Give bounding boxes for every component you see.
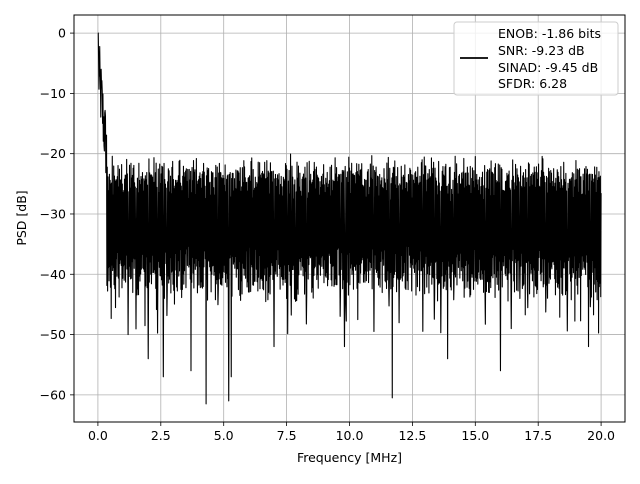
y-tick-label: −10 [40,86,66,101]
x-tick-label: 12.5 [398,428,426,443]
y-axis-ticks: 0 −10 −20 −30 −40 −50 −60 [40,26,74,402]
psd-line [97,32,602,405]
x-tick-label: 5.0 [214,428,234,443]
x-tick-label: 2.5 [151,428,171,443]
y-axis-label: PSD [dB] [14,190,29,245]
x-axis-label: Frequency [MHz] [297,450,402,465]
y-tick-label: −50 [40,327,66,342]
legend-entry-sfdr: SFDR: 6.28 [498,76,567,91]
series-psd [97,32,602,405]
x-tick-label: 15.0 [461,428,489,443]
y-tick-label: −40 [40,267,66,282]
x-tick-label: 17.5 [524,428,552,443]
x-tick-label: 7.5 [277,428,297,443]
y-tick-label: −60 [40,387,66,402]
x-tick-label: 0.0 [88,428,108,443]
legend-box [453,21,619,96]
legend-entry-enob: ENOB: -1.86 bits [498,26,601,41]
legend: ENOB: -1.86 bits SNR: -9.23 dB SINAD: -9… [453,21,619,96]
x-tick-label: 10.0 [336,428,364,443]
x-tick-label: 20.0 [587,428,615,443]
legend-entry-snr: SNR: -9.23 dB [498,43,585,58]
x-axis-ticks: 0.0 2.5 5.0 7.5 10.0 12.5 15.0 17.5 20.0 [88,422,615,443]
y-tick-label: 0 [58,26,66,41]
y-tick-label: −30 [40,206,66,221]
legend-entry-sinad: SINAD: -9.45 dB [498,60,598,75]
y-tick-label: −20 [40,146,66,161]
